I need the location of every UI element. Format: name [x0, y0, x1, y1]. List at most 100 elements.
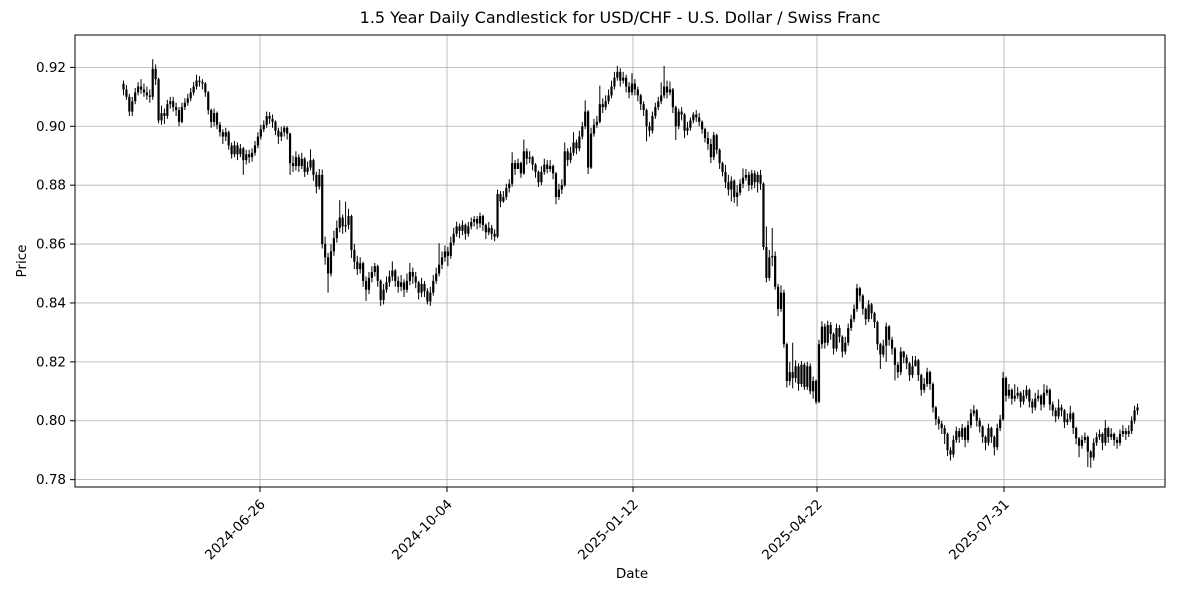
y-tick-label: 0.86	[36, 237, 66, 253]
candle-body	[122, 83, 125, 90]
candle-body	[198, 80, 201, 83]
candle-body	[212, 113, 216, 122]
candle-body	[847, 327, 850, 343]
candle-body	[274, 121, 277, 131]
candle-body	[627, 86, 631, 93]
candle-body	[946, 433, 949, 451]
candle-body	[721, 163, 724, 172]
candle-body	[987, 428, 990, 443]
candle-body	[730, 180, 733, 190]
candle-body	[1001, 378, 1005, 420]
candle-body	[142, 89, 146, 93]
candle-body	[163, 113, 166, 116]
candle-body	[324, 244, 327, 258]
candle-body	[619, 71, 622, 81]
candle-body	[499, 194, 502, 202]
candle-body	[186, 98, 189, 103]
candle-body	[224, 132, 227, 137]
candle-body	[797, 366, 800, 384]
y-tick-label: 0.84	[36, 295, 66, 311]
candle-body	[905, 357, 908, 364]
candle-body	[227, 132, 230, 146]
candle-body	[858, 288, 861, 296]
candle-body	[940, 423, 943, 429]
candle-body	[718, 149, 721, 164]
candle-body	[680, 111, 683, 115]
candle-body	[765, 247, 768, 278]
candle-body	[534, 164, 537, 172]
candle-body	[686, 127, 689, 131]
candle-body	[642, 104, 645, 111]
candle-body	[668, 89, 672, 93]
candle-body	[671, 89, 674, 108]
candle-body	[630, 83, 634, 93]
candle-body	[166, 104, 169, 116]
candle-body	[376, 266, 379, 281]
candle-body	[709, 143, 712, 158]
candle-body	[306, 167, 309, 172]
y-tick-label: 0.80	[36, 413, 66, 429]
candle-body	[589, 133, 593, 168]
candle-body	[762, 183, 765, 248]
candle-body	[1083, 436, 1087, 440]
candle-body	[493, 233, 496, 237]
candle-body	[426, 291, 429, 302]
candle-body	[914, 360, 917, 367]
candle-body	[215, 113, 219, 125]
y-tick-label: 0.82	[36, 354, 66, 370]
candle-body	[154, 68, 157, 80]
candle-body	[1113, 433, 1116, 440]
candle-body	[817, 344, 821, 402]
candle-body	[362, 263, 365, 281]
candle-body	[563, 151, 566, 186]
candle-body	[607, 95, 610, 102]
x-axis-label: Date	[616, 566, 648, 582]
candle-body	[832, 333, 835, 349]
candle-body	[759, 174, 762, 184]
candle-body	[738, 183, 742, 193]
candle-body	[256, 136, 260, 146]
candle-body	[201, 82, 204, 84]
candle-body	[364, 280, 368, 290]
candle-body	[1110, 433, 1113, 437]
candle-body	[473, 219, 476, 222]
y-axis-label: Price	[14, 245, 30, 278]
candle-body	[329, 251, 333, 274]
candle-body	[300, 158, 303, 167]
candle-body	[768, 257, 771, 278]
candle-body	[478, 216, 482, 224]
candle-body	[303, 158, 306, 172]
candle-body	[382, 289, 385, 301]
candle-body	[446, 251, 449, 256]
candle-body	[1039, 395, 1043, 405]
candle-body	[373, 266, 376, 273]
candle-body	[923, 383, 926, 390]
candle-body	[271, 118, 274, 122]
candle-body	[408, 272, 411, 281]
y-tick-label: 0.90	[36, 119, 66, 135]
candle-body	[139, 86, 143, 90]
candle-body	[622, 77, 625, 81]
candle-body	[405, 280, 409, 290]
candle-body	[449, 242, 452, 256]
candle-body	[712, 135, 715, 158]
candle-body	[288, 133, 292, 164]
candle-body	[148, 95, 151, 97]
candle-body	[233, 145, 236, 155]
candle-body	[613, 77, 616, 87]
candle-body	[855, 288, 859, 309]
candle-body	[189, 92, 192, 99]
candle-body	[1092, 442, 1095, 458]
candle-body	[788, 372, 791, 381]
candle-body	[385, 282, 388, 290]
candle-body	[949, 450, 952, 455]
candle-body	[177, 110, 181, 122]
candle-body	[379, 280, 382, 301]
candle-body	[984, 436, 987, 443]
candle-body	[367, 277, 371, 290]
y-tick-label: 0.92	[36, 60, 66, 76]
candle-body	[1077, 438, 1081, 446]
candle-body	[245, 154, 248, 161]
candle-body	[309, 160, 312, 168]
candle-body	[207, 92, 210, 111]
